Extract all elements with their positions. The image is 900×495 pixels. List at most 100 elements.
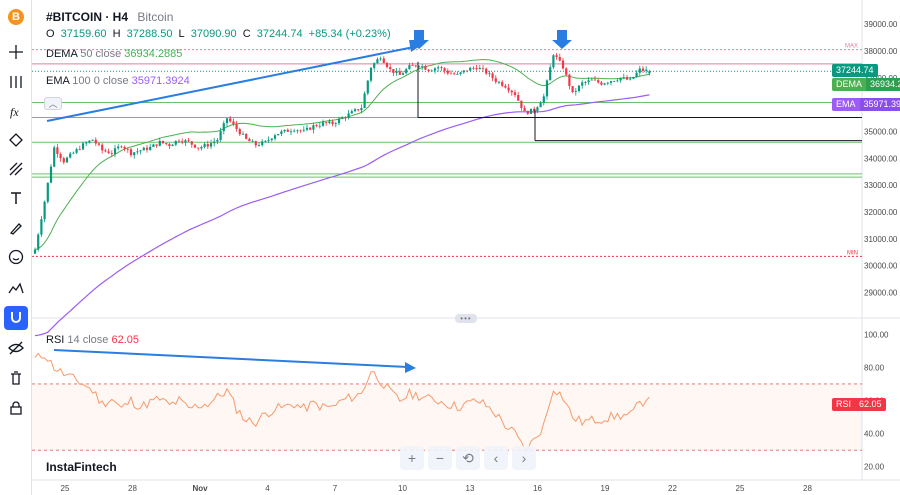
scroll-right-button[interactable]: › — [512, 446, 536, 470]
time-tick-label: 28 — [128, 484, 137, 493]
low-label: L — [178, 28, 185, 40]
trend-tools-tool-button[interactable] — [4, 157, 28, 181]
candle-body — [200, 146, 203, 149]
price-tick-label: 32000.00 — [864, 208, 898, 217]
candle-body — [337, 118, 341, 124]
candle-body — [501, 81, 504, 86]
candle-body — [641, 68, 645, 71]
dema-legend[interactable]: DEMA 50 close 36934.2885 — [46, 48, 182, 60]
candle-body — [280, 131, 283, 135]
lock-tool-button[interactable] — [4, 396, 28, 420]
candle-body — [347, 113, 350, 118]
candle-body — [254, 141, 257, 146]
candle-body — [549, 67, 552, 81]
candle-body — [168, 144, 171, 147]
rsi-name: RSI — [46, 334, 65, 346]
candle-body — [344, 117, 347, 119]
candle-body — [155, 144, 158, 146]
eye-off-tool-button[interactable] — [4, 336, 28, 360]
rsi-line — [34, 352, 650, 451]
candle-body — [56, 147, 59, 155]
nodes-tool-button[interactable] — [4, 128, 28, 152]
candle-body — [366, 80, 369, 94]
candle-body — [373, 63, 376, 68]
ohlc-legend: O 37159.60 H 37288.50 L 37090.90 C 37244… — [46, 28, 394, 40]
candle-body — [264, 140, 267, 142]
candle-body — [379, 58, 382, 60]
candle-body — [485, 68, 488, 74]
scroll-left-button[interactable]: ‹ — [484, 446, 508, 470]
time-tick-label: 25 — [61, 484, 70, 493]
candle-body — [520, 100, 523, 109]
candle-body — [389, 67, 392, 70]
candle-body — [414, 65, 417, 67]
horizontal-lines-tool-button[interactable] — [4, 70, 28, 94]
candle-body — [542, 96, 545, 103]
price-chart[interactable]: 39000.0038000.0037000.0036000.0035000.00… — [32, 0, 900, 495]
candle-body — [149, 146, 152, 150]
candle-body — [203, 144, 206, 147]
candle-body — [75, 149, 78, 153]
magnet-icon — [11, 312, 21, 323]
candle-body — [363, 93, 366, 108]
measure-tool-button[interactable] — [4, 276, 28, 300]
rsi-badge: RSI 62.05 — [832, 398, 886, 411]
nodes-icon — [9, 133, 23, 147]
candle-body — [91, 139, 94, 141]
time-tick-label: 25 — [736, 484, 745, 493]
brush-icon — [9, 223, 22, 235]
rsi-legend[interactable]: RSI 14 close 62.05 — [46, 334, 139, 346]
candle-body — [142, 147, 145, 151]
candle-body — [497, 81, 501, 83]
magnet-tool-button[interactable] — [4, 306, 28, 330]
change-value: +85.34 (+0.23%) — [308, 28, 391, 40]
candle-body — [40, 219, 43, 235]
candle-body — [574, 91, 577, 92]
high-value: 37288.50 — [126, 28, 173, 40]
zoom-out-button[interactable]: − — [428, 446, 452, 470]
candles-group — [33, 53, 651, 255]
crosshair-icon — [9, 45, 23, 59]
candle-body — [433, 68, 437, 71]
pane-resize-handle[interactable]: ••• — [455, 314, 477, 323]
candle-body — [545, 80, 549, 97]
time-tick-label: 13 — [466, 484, 475, 493]
brush-tool-button[interactable] — [4, 216, 28, 240]
candle-body — [213, 141, 216, 144]
price-tick-label: 34000.00 — [864, 154, 898, 163]
reset-chart-button[interactable]: ⟲ — [456, 446, 480, 470]
ema-legend[interactable]: EMA 100 0 close 35971.3924 — [46, 75, 190, 87]
text-tool-button[interactable] — [4, 186, 28, 210]
delete-tool-button[interactable] — [4, 366, 28, 390]
candle-body — [117, 146, 120, 149]
candle-body — [283, 129, 286, 132]
candle-body — [600, 82, 603, 85]
high-label: H — [112, 28, 121, 40]
zoom-in-button[interactable]: + — [400, 446, 424, 470]
candle-body — [232, 121, 235, 125]
rsi-badge-value: 62.05 — [855, 398, 886, 411]
trend-line — [46, 46, 415, 122]
candle-body — [193, 144, 197, 148]
candle-body — [238, 129, 241, 135]
emoji-tool-button[interactable] — [4, 245, 28, 269]
fx-tool-button[interactable]: fx — [4, 99, 28, 123]
candle-body — [619, 77, 622, 81]
candle-body — [69, 153, 72, 158]
delete-icon — [11, 371, 21, 385]
svg-text:fx: fx — [10, 105, 19, 119]
dema-badge-name: DEMA — [832, 78, 867, 91]
trend-tools-icon — [9, 162, 23, 176]
rsi-value: 62.05 — [111, 334, 139, 346]
candle-body — [427, 69, 430, 72]
candle-body — [369, 67, 373, 81]
candle-body — [430, 70, 433, 72]
candle-body — [184, 140, 187, 143]
down-arrow-marker — [409, 30, 429, 49]
crosshair-tool-button[interactable] — [4, 40, 28, 64]
candle-body — [440, 67, 443, 69]
candle-body — [129, 149, 133, 156]
candle-body — [321, 122, 325, 126]
emoji-icon — [8, 249, 24, 265]
collapse-legend-button[interactable]: ︿ — [44, 97, 62, 110]
